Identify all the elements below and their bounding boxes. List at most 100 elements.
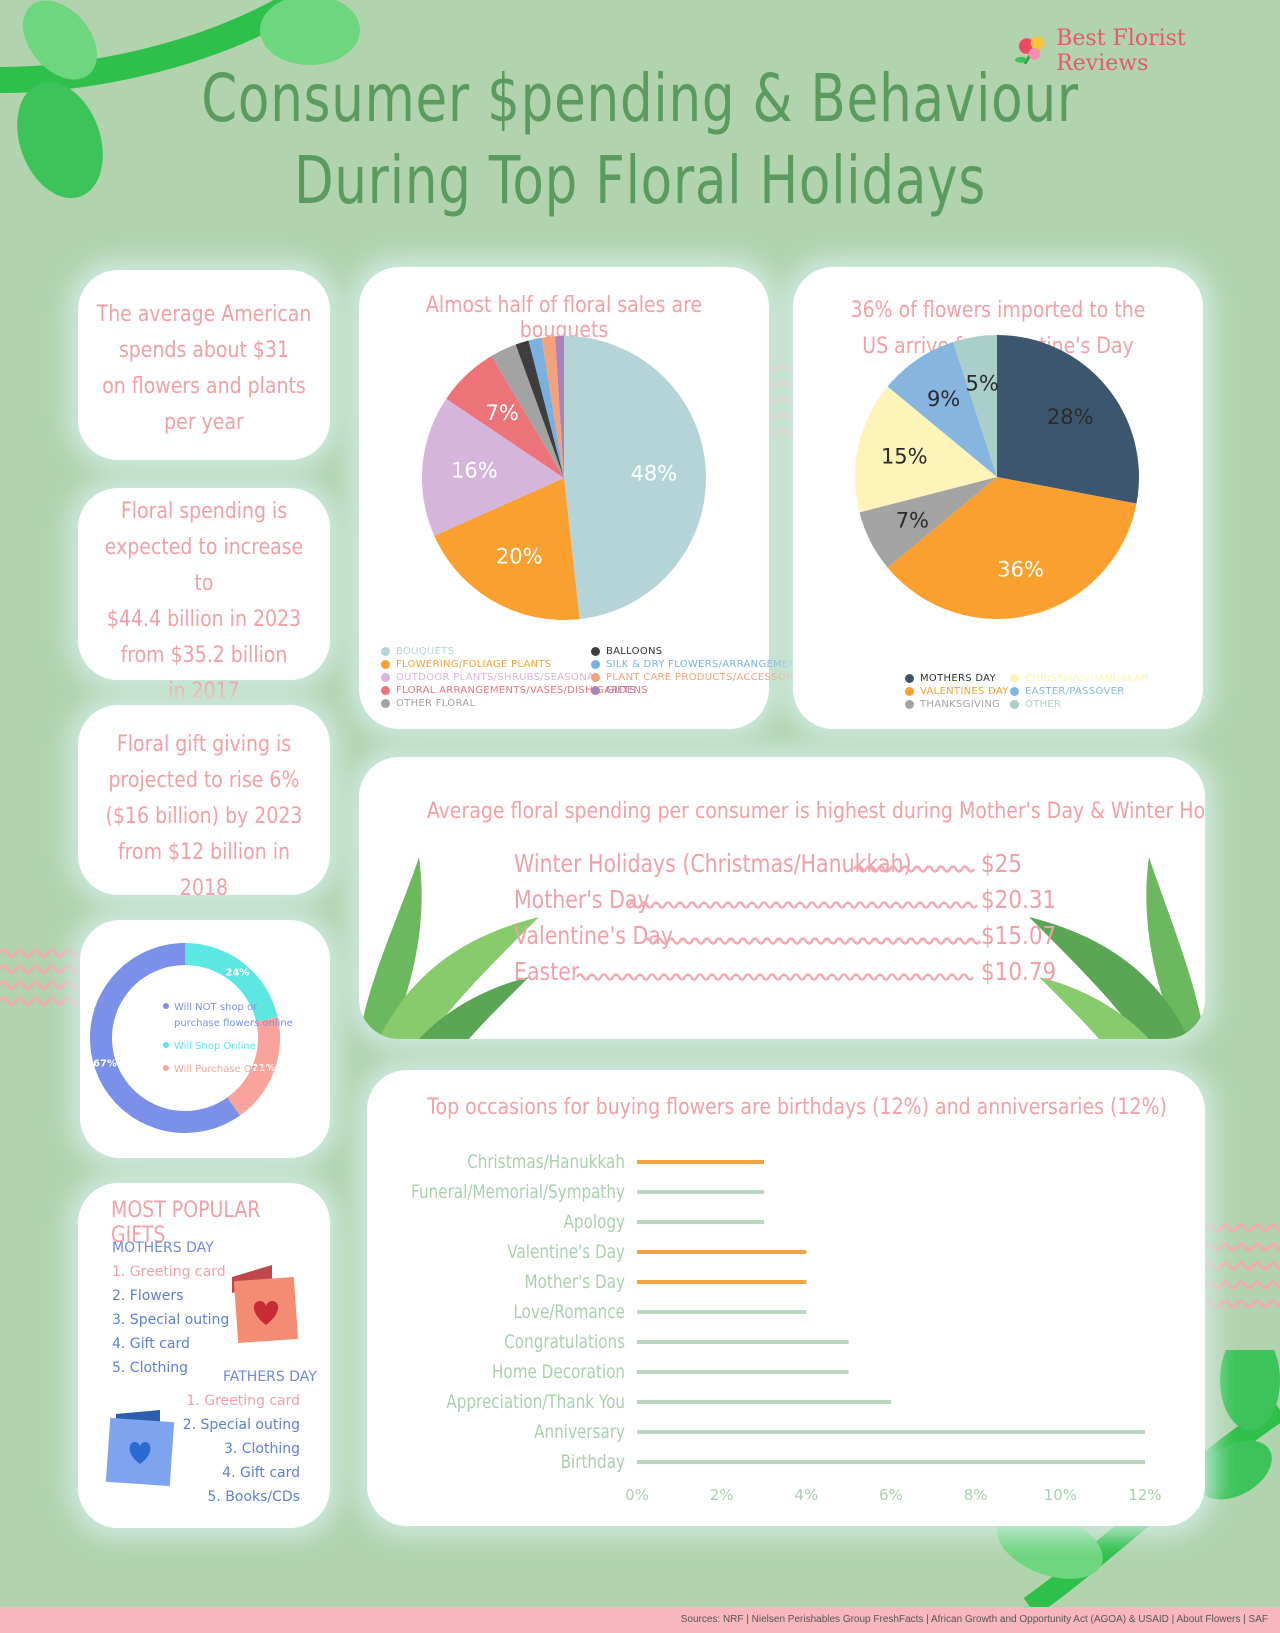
legend-swatch xyxy=(381,686,390,695)
bar xyxy=(637,1310,807,1314)
fathers-gift-item: 4. Gift card xyxy=(222,1465,300,1481)
fact-line: from $35.2 billion xyxy=(120,643,288,668)
pie-slice xyxy=(555,336,564,478)
pie-slice xyxy=(997,335,1139,504)
leaf-decoration-right xyxy=(1029,857,1205,1039)
x-tick-label: 8% xyxy=(964,1486,988,1504)
mothers-gift-item: 4. Gift card xyxy=(112,1336,190,1352)
legend-swatch xyxy=(163,1065,169,1071)
bar-chart-title: Top occasions for buying flowers are bir… xyxy=(427,1095,1167,1120)
donut-segment xyxy=(90,943,240,1133)
donut-label: 67% xyxy=(93,1059,117,1070)
title-line-2: During Top Floral Holidays xyxy=(293,142,987,219)
x-tick-label: 4% xyxy=(794,1486,818,1504)
mothers-gift-item: 5. Clothing xyxy=(112,1360,189,1376)
fact-card-average-spend: The average American spends about $31 on… xyxy=(78,270,330,460)
fact-line: on flowers and plants xyxy=(102,374,306,399)
legend-item: BOUQUETS xyxy=(381,645,591,658)
legend-label: VALENTINES DAY xyxy=(920,686,1009,697)
legend-item: FLOWERING/FOLIAGE PLANTS xyxy=(381,658,591,671)
legend-label: BALLOONS xyxy=(606,646,663,657)
bar-category-label: Home Decoration xyxy=(492,1361,625,1383)
fact-line: ($16 billion) by 2023 xyxy=(105,804,303,829)
legend-swatch xyxy=(591,647,600,656)
pie1-legend: BOUQUETS FLOWERING/FOLIAGE PLANTS OUTDOOR … xyxy=(381,645,809,710)
pie-slice-label: 20% xyxy=(496,544,543,568)
legend-label: CHRISTMAS/HANUKKAH xyxy=(1025,673,1149,684)
legend-item: OTHER xyxy=(1010,698,1125,711)
donut-segment xyxy=(184,943,278,1023)
spending-label: Mother's Day xyxy=(514,885,650,914)
legend-item: FLORAL ARRANGEMENTS/VASES/DISH GARDENS xyxy=(381,684,648,697)
sources-text: Sources: NRF | Nielsen Perishables Group… xyxy=(680,1614,1268,1625)
brand-name: Best Florist Reviews xyxy=(1056,26,1186,76)
holiday-spending-card: Average floral spending per consumer is … xyxy=(359,757,1205,1039)
legend-swatch xyxy=(1010,674,1019,683)
pie-slice xyxy=(953,335,997,477)
bar-category-label: Appreciation/Thank You xyxy=(446,1391,625,1413)
spending-value: $10.79 xyxy=(981,957,1057,986)
bar-category-label: Mother's Day xyxy=(525,1271,625,1293)
fathers-gift-item: 3. Clothing xyxy=(223,1441,300,1457)
legend-label: EASTER/PASSOVER xyxy=(1025,686,1125,697)
legend-item: OUTDOOR PLANTS/SHRUBS/SEASONAL xyxy=(381,671,600,684)
pie-slice xyxy=(887,341,997,477)
fact-line: The average American xyxy=(96,302,312,327)
fact-line: spends about $31 xyxy=(118,338,290,363)
pie-slice xyxy=(422,398,564,536)
bar-category-label: Love/Romance xyxy=(513,1301,625,1323)
bar xyxy=(637,1460,1145,1464)
pie-slice xyxy=(859,477,997,568)
pie-slice xyxy=(434,478,580,620)
spending-value: $20.31 xyxy=(981,885,1057,914)
floral-sales-pie-card: Almost half of floral sales are bouquets… xyxy=(359,267,809,729)
legend-swatch xyxy=(381,660,390,669)
legend-swatch xyxy=(591,686,600,695)
fact-line: projected to rise 6% xyxy=(108,768,300,793)
pie-slice-label: 7% xyxy=(896,508,929,532)
donut-label: 24% xyxy=(225,967,249,978)
dotted-leaders xyxy=(575,865,982,981)
fact-line: $44.4 billion in 2023 xyxy=(106,607,302,632)
legend-item: SILK & DRY FLOWERS/ARRANGEMENTS xyxy=(591,658,809,671)
bar-category-label: Valentine's Day xyxy=(507,1241,625,1263)
pie-slice-label: 9% xyxy=(927,387,960,411)
pie-slice-label: 5% xyxy=(965,372,998,396)
pie-slice xyxy=(887,477,1137,619)
legend-item: THANKSGIVING xyxy=(905,698,1010,711)
brand-logo[interactable]: Best Florist Reviews xyxy=(1015,26,1280,76)
legend-swatch xyxy=(381,647,390,656)
spending-label: Valentine's Day xyxy=(514,921,673,950)
legend-item: EASTER/PASSOVER xyxy=(1010,685,1125,698)
bar-category-label: Christmas/Hanukkah xyxy=(467,1151,625,1173)
fact-card-spending-increase: Floral spending is expected to increase … xyxy=(78,488,330,704)
mothers-gift-item: 2. Flowers xyxy=(112,1288,184,1304)
x-tick-label: 2% xyxy=(710,1486,734,1504)
fact-line: Floral gift giving is xyxy=(116,732,292,757)
blue-greeting-card-icon xyxy=(105,1410,175,1487)
legend-item: VALENTINES DAY xyxy=(905,685,1010,698)
bar xyxy=(637,1190,764,1194)
legend-label: GIFTS xyxy=(606,685,637,696)
bar xyxy=(637,1280,807,1284)
occasions-bar-card: Top occasions for buying flowers are bir… xyxy=(367,1070,1205,1526)
pie-slice xyxy=(528,337,564,478)
legend-item: MOTHERS DAY xyxy=(905,672,1010,685)
pie-slice-label: 16% xyxy=(451,459,498,483)
legend-swatch xyxy=(905,687,914,696)
fact-line: expected to increase to xyxy=(104,535,304,596)
legend-swatch xyxy=(381,673,390,682)
legend-swatch xyxy=(1010,700,1019,709)
pie-slice xyxy=(855,386,997,513)
x-tick-label: 10% xyxy=(1044,1486,1077,1504)
mothers-gift-item: 3. Special outing xyxy=(112,1312,230,1328)
floral-sales-pie-chart: 48% 20% 16% 7% xyxy=(422,336,706,620)
pie-slice xyxy=(491,344,564,478)
online-shopping-donut-chart: 24% 21% 67% Will NOT shop or purchase flower… xyxy=(90,943,293,1133)
popular-gifts-card: MOST POPULAR GIFTS MOTHERS DAY 1. Greeti… xyxy=(78,1183,330,1528)
pie-slice-label: 48% xyxy=(631,461,678,485)
fact-line: in 2017 xyxy=(168,679,240,704)
pie-slice-label: 15% xyxy=(881,445,928,469)
mothers-gift-item: 1. Greeting card xyxy=(112,1264,226,1280)
legend-label: THANKSGIVING xyxy=(920,699,1001,710)
